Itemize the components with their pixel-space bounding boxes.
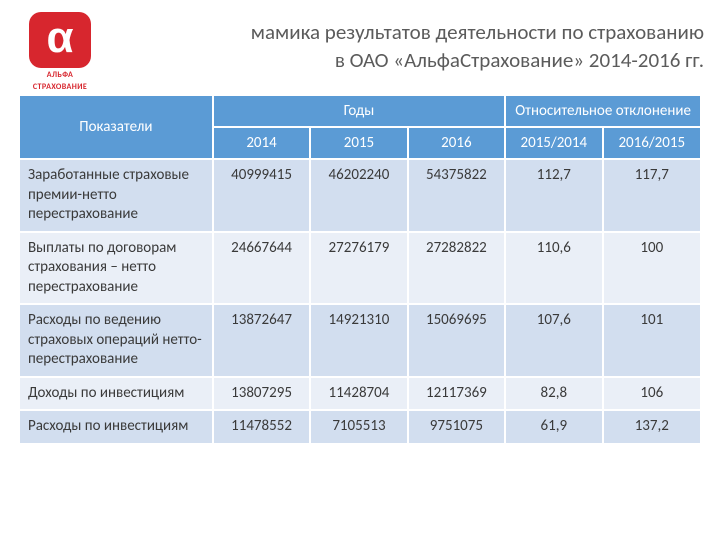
cell-2014: 13807295 xyxy=(213,377,310,411)
table-row: Расходы по ведению страховых операций не… xyxy=(20,304,700,377)
cell-r2: 100 xyxy=(603,232,700,305)
cell-2016: 54375822 xyxy=(408,159,505,232)
cell-2014: 13872647 xyxy=(213,304,310,377)
cell-r2: 101 xyxy=(603,304,700,377)
cell-r1: 112,7 xyxy=(505,159,602,232)
table-body: Заработанные страховые премии-нетто пере… xyxy=(20,159,700,444)
cell-r2: 137,2 xyxy=(603,410,700,444)
cell-2014: 11478552 xyxy=(213,410,310,444)
slide-header: α АЛЬФА СТРАХОВАНИЕ мамика результатов д… xyxy=(0,0,720,96)
col-2016-2015: 2016/2015 xyxy=(603,127,700,159)
cell-2015: 14921310 xyxy=(310,304,407,377)
cell-r1: 82,8 xyxy=(505,377,602,411)
title-line-2: в ОАО «АльфаСтрахование» 2014-2016 гг. xyxy=(335,47,704,73)
cell-r1: 61,9 xyxy=(505,410,602,444)
cell-indicator: Доходы по инвестициям xyxy=(20,377,213,411)
cell-2015: 7105513 xyxy=(310,410,407,444)
cell-indicator: Выплаты по договорам страхования – нетто… xyxy=(20,232,213,305)
table-container: Показатели Годы Относительное отклонение… xyxy=(0,96,720,445)
cell-2014: 24667644 xyxy=(213,232,310,305)
alpha-icon: α xyxy=(46,16,73,60)
table-row: Выплаты по договорам страхования – нетто… xyxy=(20,232,700,305)
table-row: Заработанные страховые премии-нетто пере… xyxy=(20,159,700,232)
cell-indicator: Расходы по инвестициям xyxy=(20,410,213,444)
col-2015: 2015 xyxy=(310,127,407,159)
cell-2016: 12117369 xyxy=(408,377,505,411)
cell-r1: 110,6 xyxy=(505,232,602,305)
performance-table: Показатели Годы Относительное отклонение… xyxy=(20,96,700,445)
col-years: Годы xyxy=(213,96,505,127)
table-header: Показатели Годы Относительное отклонение… xyxy=(20,96,700,159)
slide-title: мамика результатов деятельности по страх… xyxy=(112,12,708,75)
cell-indicator: Заработанные страховые премии-нетто пере… xyxy=(20,159,213,232)
cell-r2: 106 xyxy=(603,377,700,411)
logo-brand: АЛЬФА xyxy=(47,70,74,80)
col-2015-2014: 2015/2014 xyxy=(505,127,602,159)
cell-2015: 11428704 xyxy=(310,377,407,411)
col-indicator: Показатели xyxy=(20,96,213,159)
col-2014: 2014 xyxy=(213,127,310,159)
cell-r2: 117,7 xyxy=(603,159,700,232)
cell-2015: 46202240 xyxy=(310,159,407,232)
cell-2016: 15069695 xyxy=(408,304,505,377)
cell-2016: 9751075 xyxy=(408,410,505,444)
table-row: Расходы по инвестициям 11478552 7105513 … xyxy=(20,410,700,444)
cell-2015: 27276179 xyxy=(310,232,407,305)
cell-2014: 40999415 xyxy=(213,159,310,232)
logo-badge: α xyxy=(29,12,91,68)
title-line-1: мамика результатов деятельности по страх… xyxy=(251,19,704,45)
logo-sub: СТРАХОВАНИЕ xyxy=(33,82,87,92)
col-reldev: Относительное отклонение xyxy=(505,96,700,127)
table-row: Доходы по инвестициям 13807295 11428704 … xyxy=(20,377,700,411)
col-2016: 2016 xyxy=(408,127,505,159)
cell-indicator: Расходы по ведению страховых операций не… xyxy=(20,304,213,377)
company-logo: α АЛЬФА СТРАХОВАНИЕ xyxy=(12,12,108,92)
cell-2016: 27282822 xyxy=(408,232,505,305)
cell-r1: 107,6 xyxy=(505,304,602,377)
